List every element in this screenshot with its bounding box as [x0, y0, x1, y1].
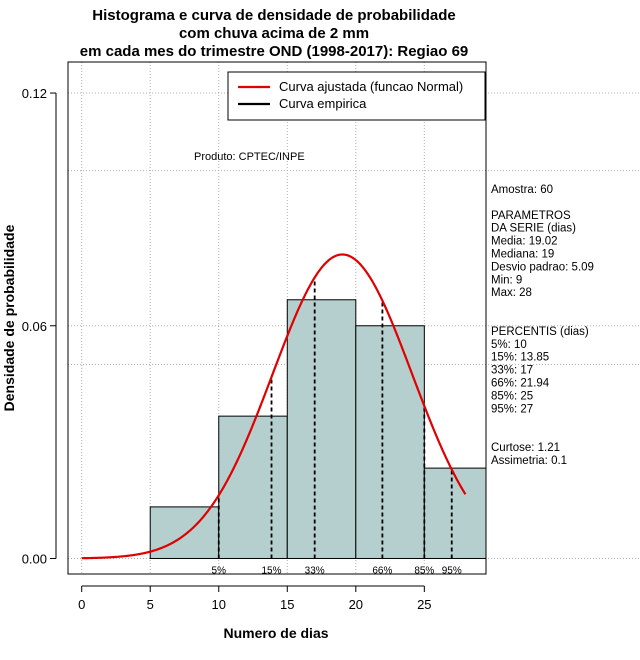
x-tick-label: 20 [349, 597, 363, 612]
histogram-bar [355, 325, 425, 559]
axes: 0 5 10 15 20 25 0.00 0.06 0.12 Numero de dias Dens… [1, 86, 432, 641]
histogram-bar [286, 299, 357, 559]
percentile-label: 66% [372, 565, 392, 576]
stats-line: Amostra: 60 [491, 184, 553, 196]
histogram-bar [423, 467, 487, 559]
stats-line: 85%: 25 [491, 390, 533, 402]
chart-title: Histograma e curva de densidade de proba… [80, 7, 469, 60]
x-tick-label: 15 [280, 597, 294, 612]
stats-line: 15%: 13.85 [491, 352, 549, 364]
legend-label-fitted: Curva ajustada (funcao Normal) [279, 79, 463, 94]
legend: Curva ajustada (funcao Normal) Curva empi… [227, 71, 486, 121]
y-tick-label: 0.00 [22, 551, 47, 566]
stats-line: Min: 9 [491, 274, 522, 286]
histogram-bar [149, 506, 220, 559]
stats-line: Max: 28 [491, 287, 532, 299]
density-curve-path [81, 253, 467, 560]
stats-line: Media: 19.02 [491, 236, 558, 248]
legend-box [227, 71, 486, 121]
stats-line: DA SERIE (dias) [491, 223, 576, 235]
stats-line: 33%: 17 [491, 365, 533, 377]
stats-line: PARAMETROS [491, 210, 571, 222]
x-tick-label: 25 [417, 597, 431, 612]
stats-line: 95%: 27 [491, 403, 533, 415]
percentile-label: 15% [262, 565, 282, 576]
stats-line: Desvio padrao: 5.09 [491, 261, 594, 273]
y-tick-label: 0.06 [22, 319, 47, 334]
y-axis-title: Densidade de probabilidade [1, 224, 17, 411]
percentile-label: 85% [414, 565, 434, 576]
x-tick-label: 0 [78, 597, 85, 612]
stats-line: 66%: 21.94 [491, 378, 550, 390]
stats-line: 5%: 10 [491, 339, 527, 351]
histogram-bars [149, 299, 487, 559]
y-tick-label: 0.12 [22, 86, 47, 101]
title-line: em cada mes do trimestre OND (1998-2017)… [80, 43, 469, 60]
stats-line: Mediana: 19 [491, 249, 554, 261]
percentile-label: 95% [442, 565, 462, 576]
x-tick-label: 5 [147, 597, 154, 612]
x-tick-label: 10 [212, 597, 226, 612]
stats-line: Assimetria: 0.1 [491, 455, 567, 467]
percentile-markers: 5% 15% 33% 66% 85% 95% [212, 277, 462, 576]
legend-label-empirical: Curva empirica [279, 96, 367, 111]
title-line: Histograma e curva de densidade de proba… [92, 7, 455, 24]
stats-line: Curtose: 1.21 [491, 442, 560, 454]
product-label: Produto: CPTEC/INPE [194, 151, 305, 163]
histogram-bar [218, 415, 288, 559]
plot-frame [67, 61, 487, 575]
normal-curve [81, 253, 467, 560]
x-axis-title: Numero de dias [223, 625, 328, 641]
title-line: com chuva acima de 2 mm [179, 25, 369, 42]
stats-line: PERCENTIS (dias) [491, 326, 589, 338]
percentile-label: 33% [305, 565, 325, 576]
percentile-label: 5% [212, 565, 227, 576]
